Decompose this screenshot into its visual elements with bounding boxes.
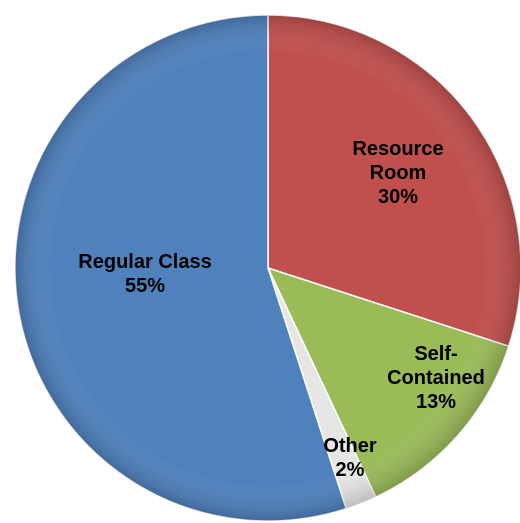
slice-label: Regular Class xyxy=(78,251,211,273)
slice-label: Other xyxy=(323,435,377,457)
slice-value-label: 55% xyxy=(125,275,165,297)
slice-value-label: 13% xyxy=(416,391,456,413)
slice-value-label: 30% xyxy=(378,186,418,208)
slice-label: Self-Contained xyxy=(387,343,485,389)
slice-value-label: 2% xyxy=(336,459,365,481)
slice-label: Resource Room xyxy=(352,138,443,184)
